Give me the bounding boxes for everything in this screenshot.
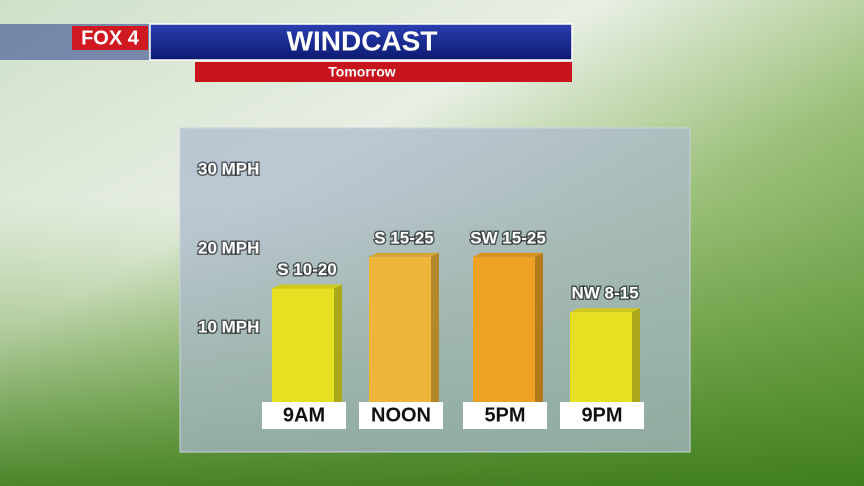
value-label: NW 8-15 <box>571 284 638 303</box>
value-label: S 15-25 <box>374 228 434 247</box>
bar <box>570 312 632 407</box>
y-tick-label: 20 MPH <box>198 238 259 257</box>
value-label: S 10-20 <box>277 260 337 279</box>
bar-side <box>632 308 640 407</box>
logo: FOX 4 <box>81 27 140 49</box>
category-box <box>560 402 644 429</box>
x-tick-label: 9PM <box>581 404 622 426</box>
x-tick-label: 5PM <box>484 404 525 426</box>
logo-box <box>72 26 148 50</box>
category-box <box>359 402 443 429</box>
y-tick-label: 10 MPH <box>198 317 259 336</box>
x-tick-label: NOON <box>371 404 431 426</box>
y-tick-label: 30 MPH <box>198 159 259 178</box>
bar-top <box>369 252 439 257</box>
bar-side <box>334 284 342 407</box>
bar-top <box>272 284 342 289</box>
bar <box>369 256 431 407</box>
bar <box>272 288 334 407</box>
bar-side <box>535 252 543 407</box>
title-bar <box>149 23 573 61</box>
x-tick-label: 9AM <box>283 404 325 426</box>
bar-top <box>473 252 543 257</box>
value-label: SW 15-25 <box>470 228 546 247</box>
chart-subtitle: Tomorrow <box>328 64 396 80</box>
category-box <box>463 402 547 429</box>
subtitle-bar <box>195 62 572 82</box>
category-box <box>262 402 346 429</box>
bar <box>473 256 535 407</box>
bar-side <box>431 252 439 407</box>
chart-title: WINDCAST <box>287 25 438 56</box>
bar-top <box>570 308 640 313</box>
